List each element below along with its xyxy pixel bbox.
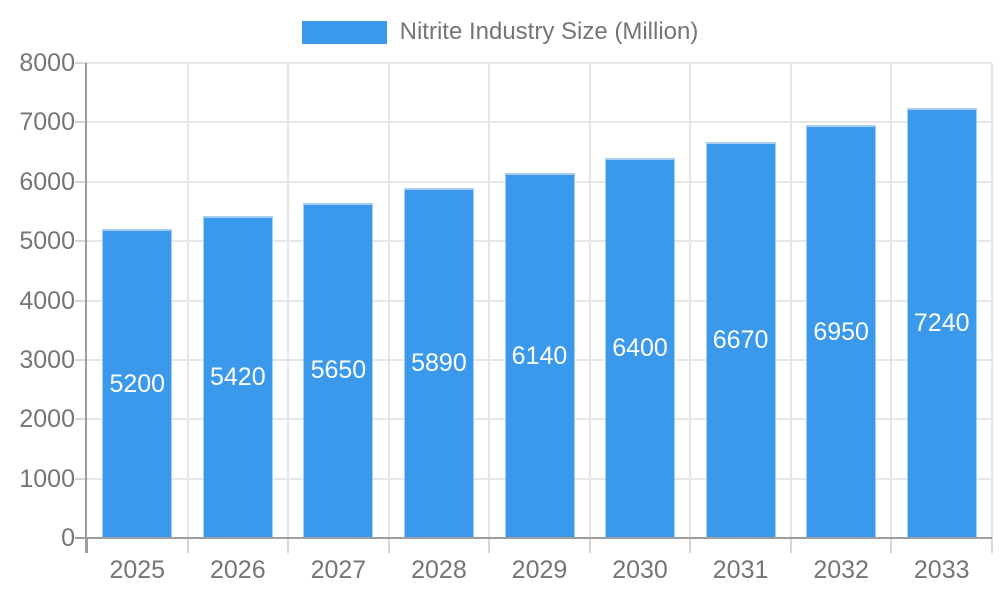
bar-value-label: 5890: [411, 349, 467, 378]
bar: [102, 229, 173, 538]
y-tick: [75, 299, 87, 302]
bar: [303, 202, 374, 538]
x-tick: [789, 538, 792, 553]
y-tick: [75, 180, 87, 183]
bar-value-label: 6140: [511, 341, 568, 370]
x-gridline: [991, 63, 993, 538]
x-gridline: [588, 63, 591, 538]
x-tick-label: 2026: [210, 556, 266, 584]
x-tick-label: 2029: [511, 556, 568, 584]
x-tick: [186, 538, 189, 553]
bar: [403, 188, 474, 538]
y-tick-label: 3000: [19, 345, 75, 374]
y-tick-label: 2000: [19, 405, 75, 434]
y-tick-label: 8000: [19, 49, 75, 77]
x-gridline: [789, 63, 792, 538]
x-tick: [86, 538, 88, 553]
legend-swatch: [301, 20, 387, 44]
legend-label: Nitrite Industry Size (Million): [399, 18, 699, 45]
y-tick-label: 0: [61, 524, 75, 552]
y-tick-label: 6000: [19, 167, 75, 196]
bar: [605, 158, 676, 538]
y-tick-label: 1000: [19, 464, 75, 493]
y-tick: [75, 240, 87, 243]
x-gridline: [488, 63, 491, 538]
x-tick: [588, 538, 591, 553]
x-tick: [387, 538, 390, 553]
bar: [202, 216, 273, 538]
y-tick-label: 4000: [19, 286, 75, 315]
y-tick: [75, 477, 87, 480]
x-tick: [890, 538, 893, 553]
y-tick: [75, 62, 87, 64]
y-gridline: [87, 62, 992, 64]
x-tick-label: 2031: [712, 556, 769, 584]
x-tick-label: 2025: [109, 556, 166, 584]
x-tick-label: 2028: [411, 556, 467, 584]
bar: [906, 108, 977, 538]
bar-value-label: 5200: [109, 369, 166, 398]
x-gridline: [287, 63, 290, 538]
x-tick: [689, 538, 692, 553]
x-gridline: [890, 63, 893, 538]
y-tick: [75, 121, 87, 124]
y-tick: [75, 358, 87, 361]
x-tick: [991, 538, 993, 553]
bar-value-label: 5420: [210, 363, 266, 392]
bar: [806, 125, 877, 538]
x-tick-label: 2032: [813, 556, 869, 584]
chart-legend: Nitrite Industry Size (Million): [0, 18, 1000, 45]
bar-value-label: 6950: [813, 317, 869, 346]
x-gridline: [186, 63, 189, 538]
y-tick: [75, 418, 87, 421]
x-gridline: [387, 63, 390, 538]
y-axis-line: [85, 63, 87, 553]
x-tick-label: 2030: [612, 556, 668, 584]
x-axis-line: [75, 537, 992, 539]
bar: [504, 173, 575, 538]
x-tick: [287, 538, 290, 553]
bar-value-label: 5650: [310, 356, 367, 385]
bar-value-label: 7240: [913, 309, 970, 338]
y-tick-label: 5000: [19, 227, 75, 256]
bar: [705, 141, 776, 538]
y-gridline: [87, 121, 992, 124]
bar-value-label: 6400: [612, 334, 668, 362]
bar-value-label: 6670: [712, 325, 769, 354]
y-tick-label: 7000: [19, 108, 75, 137]
x-tick-label: 2033: [913, 556, 970, 584]
x-tick: [488, 538, 491, 553]
x-tick-label: 2027: [310, 556, 367, 584]
x-gridline: [689, 63, 692, 538]
